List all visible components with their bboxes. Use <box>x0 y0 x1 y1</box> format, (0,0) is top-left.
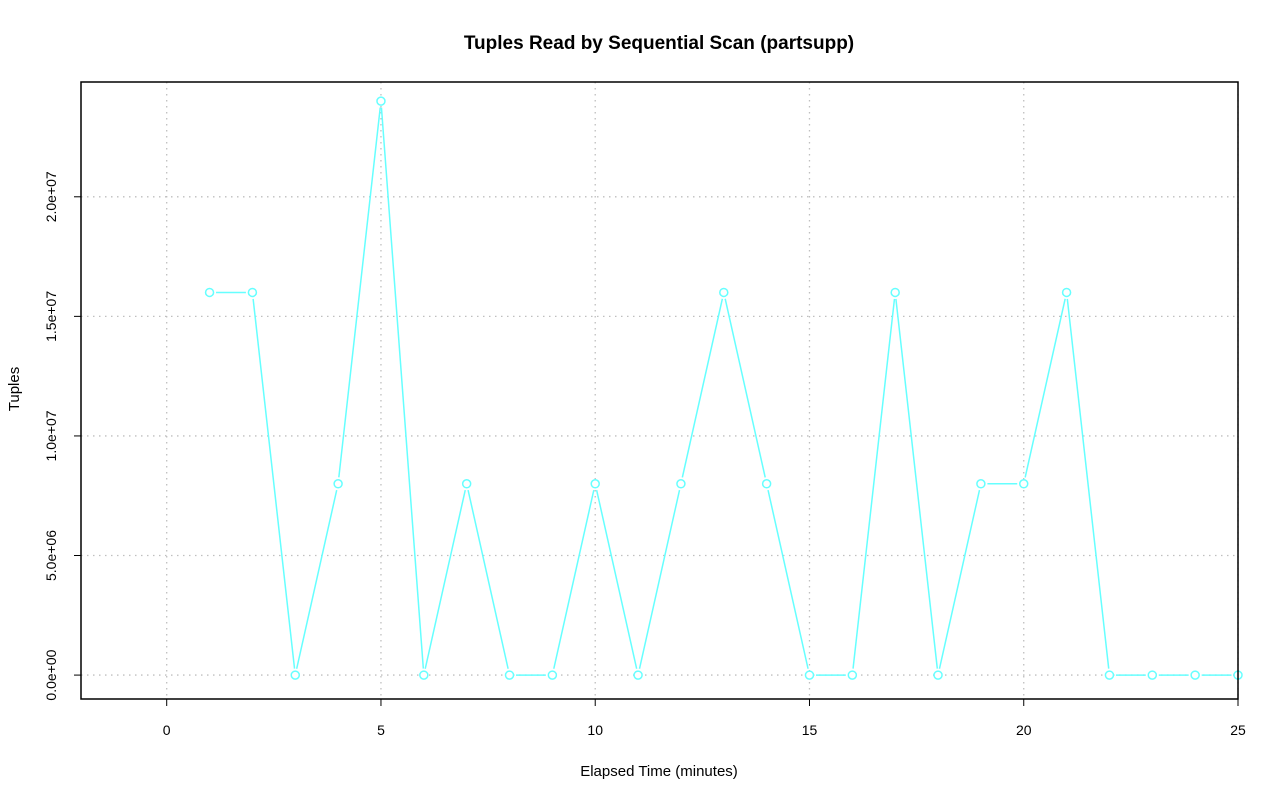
data-point <box>1147 670 1158 680</box>
y-tick-label: 1.5e+07 <box>43 291 59 342</box>
x-axis: 0 5 10 15 20 25 <box>163 699 1246 738</box>
data-point <box>204 287 215 298</box>
data-point <box>847 670 858 680</box>
x-axis-label: Elapsed Time (minutes) <box>580 763 738 780</box>
grid <box>81 82 1239 699</box>
series-line-segment <box>295 489 338 669</box>
data-point <box>376 96 386 106</box>
y-tick-label: 2.0e+07 <box>43 171 59 222</box>
series-group <box>204 96 1243 680</box>
x-tick-label: 0 <box>163 722 171 738</box>
series-line-segment <box>595 489 638 669</box>
x-tick-label: 10 <box>587 722 603 738</box>
y-tick-label: 0.0e+00 <box>43 649 59 700</box>
data-point <box>547 670 558 680</box>
series-line-segment <box>724 298 766 478</box>
data-point <box>290 670 301 680</box>
series-line-segment <box>424 489 466 669</box>
data-point <box>590 479 600 489</box>
data-point <box>933 670 943 680</box>
data-point <box>1104 670 1115 680</box>
y-axis-label: Tuples <box>6 367 23 411</box>
data-point <box>761 479 772 489</box>
series-line-segment <box>338 107 381 478</box>
series-line-segment <box>252 298 296 669</box>
series-line-segment <box>467 489 509 669</box>
data-point <box>333 479 343 489</box>
data-point <box>1018 479 1029 489</box>
x-tick-label: 15 <box>802 722 818 738</box>
y-tick-label: 1.0e+07 <box>43 410 59 461</box>
series-line-segment <box>681 298 724 478</box>
series-line-segment <box>767 489 809 669</box>
series-line-segment <box>852 298 896 669</box>
data-point <box>676 479 686 489</box>
data-point <box>504 670 515 680</box>
series-line-segment <box>938 489 981 669</box>
data-point <box>1190 670 1200 680</box>
plot-frame <box>80 81 1239 700</box>
x-tick-label: 20 <box>1016 722 1032 738</box>
data-point <box>1061 287 1072 298</box>
chart-title: Tuples Read by Sequential Scan (partsupp… <box>464 33 854 54</box>
data-point <box>419 670 429 680</box>
series-line-segment <box>895 298 939 669</box>
data-point <box>247 287 258 298</box>
series-line-segment <box>380 107 425 669</box>
x-tick-label: 5 <box>377 722 385 738</box>
series-line-segment <box>553 489 595 669</box>
data-point <box>719 287 729 298</box>
data-point <box>461 479 472 489</box>
data-point <box>633 670 643 680</box>
data-point <box>890 287 900 298</box>
x-tick-label: 25 <box>1230 722 1246 738</box>
data-point <box>804 670 815 680</box>
series-line-segment <box>638 489 681 669</box>
series-line-segment <box>1066 298 1110 669</box>
y-axis: 0.0e+00 5.0e+06 1.0e+07 1.5e+07 2.0e+07 <box>43 171 81 701</box>
y-tick-label: 5.0e+06 <box>43 530 59 581</box>
series-line-segment <box>1024 298 1066 478</box>
data-point <box>976 479 986 489</box>
